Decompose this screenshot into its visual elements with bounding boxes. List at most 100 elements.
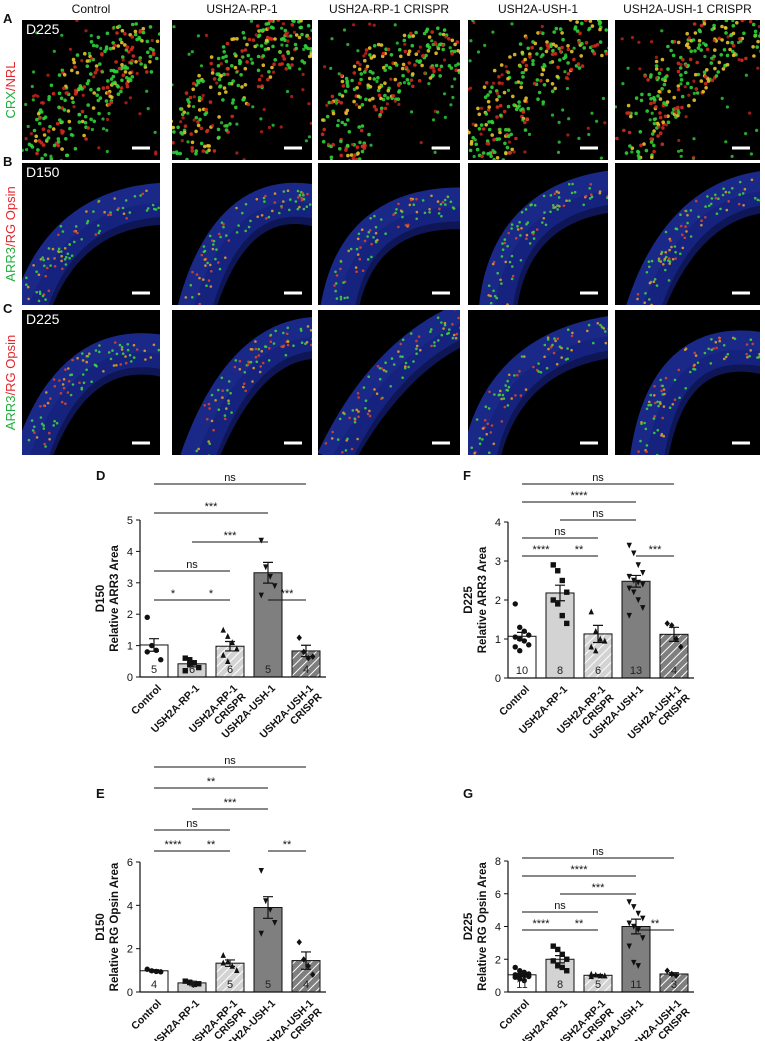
cell-dot bbox=[579, 16, 583, 20]
cell-dot bbox=[359, 77, 363, 82]
cell-dot bbox=[120, 28, 125, 33]
cell-dot bbox=[725, 208, 729, 212]
cell-dot bbox=[683, 85, 687, 89]
cell-dot bbox=[364, 51, 368, 56]
cell-dot bbox=[495, 156, 500, 160]
cell-dot bbox=[463, 210, 466, 213]
cell-dot bbox=[57, 250, 61, 254]
cell-dot bbox=[558, 27, 563, 31]
cell-dot bbox=[383, 68, 388, 72]
cell-dot bbox=[728, 47, 732, 52]
cell-dot bbox=[394, 63, 399, 67]
data-point bbox=[272, 919, 278, 926]
cell-dot bbox=[570, 49, 574, 54]
cell-dot bbox=[167, 146, 171, 150]
significance-label: *** bbox=[281, 588, 295, 600]
y-tick-label: 0 bbox=[495, 673, 501, 685]
cell-dot bbox=[749, 338, 753, 342]
cell-dot bbox=[738, 193, 741, 196]
cell-dot bbox=[499, 389, 502, 393]
cell-dot bbox=[369, 217, 372, 220]
cell-dot bbox=[565, 15, 569, 19]
cell-dot bbox=[172, 130, 176, 134]
cell-dot bbox=[255, 24, 260, 28]
cell-dot bbox=[372, 44, 377, 48]
cell-dot bbox=[345, 143, 350, 148]
cell-dot bbox=[224, 59, 229, 64]
cell-dot bbox=[568, 199, 571, 202]
cell-dot bbox=[360, 103, 365, 107]
cell-dot bbox=[519, 394, 523, 397]
data-point bbox=[626, 573, 632, 580]
cell-dot bbox=[560, 346, 563, 350]
error-bar bbox=[631, 574, 641, 588]
cell-dot bbox=[587, 132, 591, 137]
cell-dot bbox=[339, 260, 343, 263]
cell-dot bbox=[685, 230, 688, 233]
category-label: Control bbox=[497, 997, 532, 1032]
cell-dot bbox=[272, 342, 276, 345]
cell-dot bbox=[489, 431, 493, 434]
data-point bbox=[517, 624, 523, 630]
cell-dot bbox=[664, 123, 669, 127]
cell-dot bbox=[258, 370, 262, 374]
cell-dot bbox=[468, 129, 469, 133]
data-point bbox=[144, 614, 150, 621]
cell-dot bbox=[703, 75, 708, 79]
cell-dot bbox=[562, 204, 566, 207]
cell-dot bbox=[145, 89, 149, 93]
cell-dot bbox=[347, 249, 351, 253]
cell-dot bbox=[491, 30, 495, 34]
cell-dot bbox=[652, 149, 656, 154]
cell-dot bbox=[95, 365, 98, 368]
cell-dot bbox=[286, 343, 290, 347]
cell-dot bbox=[32, 264, 35, 267]
cell-dot bbox=[572, 57, 576, 62]
cell-dot bbox=[304, 342, 307, 346]
cell-dot bbox=[636, 154, 641, 158]
cell-dot bbox=[548, 61, 553, 65]
cell-dot bbox=[61, 230, 65, 233]
y-tick-label: 4 bbox=[127, 900, 133, 912]
cell-dot bbox=[650, 111, 654, 115]
cell-dot bbox=[342, 411, 345, 415]
cell-dot bbox=[505, 145, 510, 150]
cell-dot bbox=[340, 120, 345, 125]
cell-dot bbox=[272, 70, 276, 74]
cell-dot bbox=[97, 111, 101, 116]
cell-dot bbox=[557, 120, 561, 124]
cell-dot bbox=[375, 392, 379, 396]
cell-dot bbox=[481, 151, 486, 155]
cell-dot bbox=[218, 232, 221, 236]
cell-dot bbox=[59, 96, 64, 101]
cell-dot bbox=[304, 139, 308, 143]
cell-dot bbox=[123, 70, 128, 74]
cell-dot bbox=[528, 55, 532, 59]
cell-dot bbox=[119, 89, 123, 94]
cell-dot bbox=[479, 123, 484, 127]
cell-dot bbox=[306, 46, 310, 51]
cell-dot bbox=[543, 211, 546, 214]
cell-dot bbox=[86, 126, 91, 130]
n-label: 5 bbox=[227, 979, 233, 991]
cell-dot bbox=[174, 150, 179, 154]
cell-dot bbox=[278, 211, 281, 215]
cell-dot bbox=[709, 362, 713, 365]
cell-dot bbox=[485, 432, 489, 436]
cell-dot bbox=[217, 115, 221, 119]
cell-dot bbox=[429, 330, 432, 334]
cell-dot bbox=[273, 58, 278, 62]
cell-dot bbox=[531, 62, 535, 66]
cell-dot bbox=[55, 421, 59, 425]
cell-dot bbox=[487, 120, 491, 124]
data-point bbox=[512, 964, 518, 971]
cell-dot bbox=[674, 227, 678, 230]
n-label: 5 bbox=[151, 664, 157, 676]
cell-dot bbox=[208, 442, 211, 446]
cell-dot bbox=[217, 408, 221, 412]
cell-dot bbox=[648, 281, 652, 285]
cell-dot bbox=[480, 106, 484, 110]
n-label: 13 bbox=[630, 665, 642, 677]
cell-dot bbox=[98, 350, 101, 354]
cell-dot bbox=[378, 112, 383, 117]
